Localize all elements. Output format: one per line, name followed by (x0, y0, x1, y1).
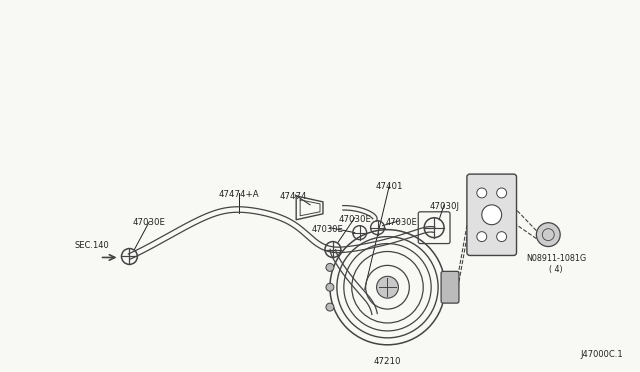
Circle shape (477, 188, 487, 198)
Text: ( 4): ( 4) (549, 265, 563, 275)
FancyBboxPatch shape (467, 174, 516, 256)
Text: 47030E: 47030E (132, 218, 166, 227)
Circle shape (497, 232, 507, 241)
FancyBboxPatch shape (441, 271, 459, 303)
Circle shape (536, 223, 560, 247)
Circle shape (477, 232, 487, 241)
Text: J47000C.1: J47000C.1 (580, 350, 623, 359)
Circle shape (326, 263, 334, 271)
Text: 47210: 47210 (374, 357, 401, 366)
Text: SEC.140: SEC.140 (75, 241, 109, 250)
Circle shape (376, 276, 399, 298)
Text: 47030E: 47030E (385, 218, 417, 227)
Circle shape (482, 205, 502, 225)
Text: 47474: 47474 (280, 192, 307, 201)
Text: 47030E: 47030E (312, 225, 344, 234)
Text: 47030E: 47030E (338, 215, 371, 224)
Text: 47474+A: 47474+A (218, 190, 259, 199)
Circle shape (326, 283, 334, 291)
Circle shape (497, 188, 507, 198)
Text: 47212: 47212 (491, 185, 518, 194)
Text: N08911-1081G: N08911-1081G (526, 254, 586, 263)
Circle shape (326, 303, 334, 311)
Text: 47030J: 47030J (429, 202, 459, 211)
Text: 47401: 47401 (376, 182, 403, 191)
